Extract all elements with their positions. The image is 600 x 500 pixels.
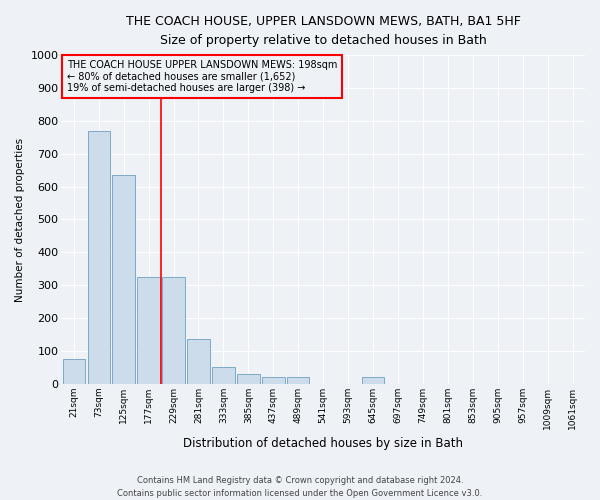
Bar: [62, 359, 85, 384]
Y-axis label: Number of detached properties: Number of detached properties: [15, 138, 25, 302]
Title: THE COACH HOUSE, UPPER LANSDOWN MEWS, BATH, BA1 5HF
Size of property relative to: THE COACH HOUSE, UPPER LANSDOWN MEWS, BA…: [126, 15, 521, 47]
Bar: [287, 377, 310, 384]
Bar: [112, 175, 135, 384]
Bar: [187, 340, 210, 384]
Bar: [262, 376, 284, 384]
Bar: [212, 368, 235, 384]
Bar: [237, 374, 260, 384]
Bar: [163, 277, 185, 384]
Bar: [137, 277, 160, 384]
Text: Contains HM Land Registry data © Crown copyright and database right 2024.
Contai: Contains HM Land Registry data © Crown c…: [118, 476, 482, 498]
X-axis label: Distribution of detached houses by size in Bath: Distribution of detached houses by size …: [183, 437, 463, 450]
Bar: [362, 377, 384, 384]
Text: THE COACH HOUSE UPPER LANSDOWN MEWS: 198sqm
← 80% of detached houses are smaller: THE COACH HOUSE UPPER LANSDOWN MEWS: 198…: [67, 60, 337, 93]
Bar: [88, 130, 110, 384]
